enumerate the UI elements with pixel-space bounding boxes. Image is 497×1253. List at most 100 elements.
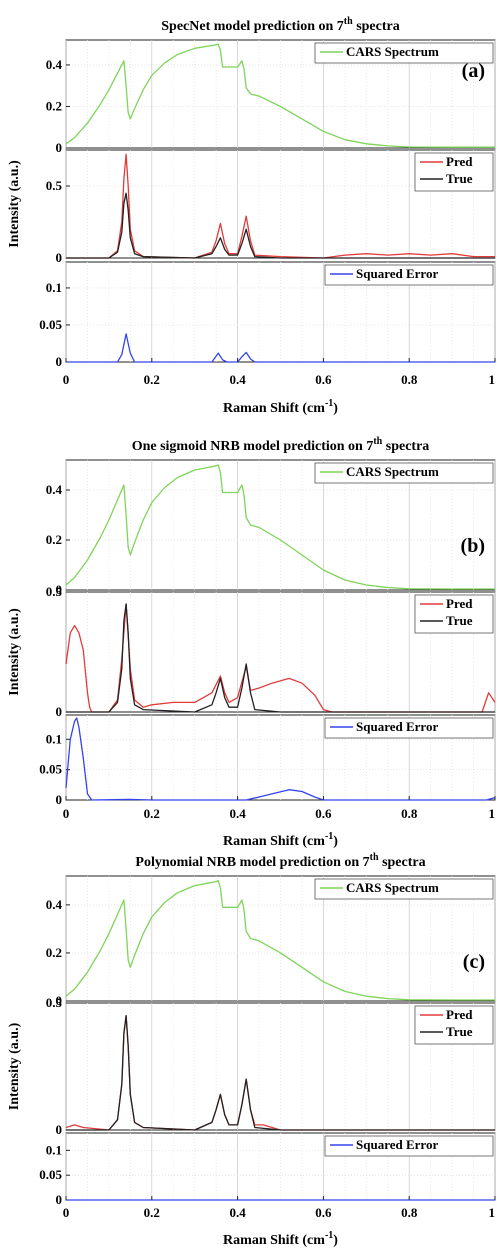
legend-box xyxy=(314,462,494,484)
y-tick-label: 0.05 xyxy=(39,1167,62,1182)
x-tick-label: 0 xyxy=(63,806,70,821)
chart-title: Polynomial NRB model prediction on 7th s… xyxy=(135,852,425,870)
x-tick-label: 0.8 xyxy=(401,372,418,387)
chart-title: One sigmoid NRB model prediction on 7th … xyxy=(132,436,430,454)
legend-entry: True xyxy=(446,613,473,628)
y-tick-label: 0.5 xyxy=(46,178,63,193)
y-tick-label: 0.4 xyxy=(46,482,63,497)
y-tick-label: 0.05 xyxy=(39,317,62,332)
x-axis-label: Raman Shift (cm-1) xyxy=(223,1230,338,1248)
legend-box xyxy=(314,878,494,900)
y-tick-label: 0 xyxy=(56,993,63,1008)
chart-title-text: Polynomial NRB model prediction on 7 xyxy=(135,855,369,870)
series-line-cars-spectrum xyxy=(65,43,495,148)
legend-box xyxy=(414,594,494,634)
x-tick-label: 1 xyxy=(489,372,496,387)
x-axis-label: Raman Shift (cm-1) xyxy=(223,831,338,849)
x-tick-label: 0 xyxy=(63,1205,70,1220)
chart-title: SpecNet model prediction on 7th spectra xyxy=(161,16,399,34)
y-tick-label: 0 xyxy=(56,140,63,155)
y-tick-label: 0.2 xyxy=(46,98,62,113)
legend-entry: True xyxy=(446,1024,473,1039)
y-axis-label: Intensity (a.u.) xyxy=(7,608,22,696)
subplot-err: 0 0.05 0.1 Squared Error 0 0.2 0.4 0.6 0.8 1 xyxy=(39,1132,496,1220)
x-tick-label: 1 xyxy=(489,1205,496,1220)
chart-title-text-end: spectra xyxy=(353,19,400,34)
legend-box xyxy=(414,1005,494,1045)
legend: Squared Error xyxy=(324,264,494,286)
chart-title-superscript: th xyxy=(370,852,379,863)
x-tick-label: 0.2 xyxy=(144,372,160,387)
y-tick-label: 0 xyxy=(56,582,63,597)
chart-title-text: One sigmoid NRB model prediction on 7 xyxy=(132,439,374,454)
series-line-cars-spectrum xyxy=(65,880,495,1001)
series-line-true xyxy=(66,1015,495,1131)
legend: Squared Error xyxy=(324,717,494,739)
legend: Pred True xyxy=(414,594,494,634)
legend-box xyxy=(324,264,494,286)
x-tick-label: 0 xyxy=(63,372,70,387)
legend-box xyxy=(314,42,494,64)
chart-title-text-end: spectra xyxy=(379,855,426,870)
x-tick-label: 0.4 xyxy=(229,372,246,387)
legend-entry: Squared Error xyxy=(356,266,438,281)
x-tick-label: 0.6 xyxy=(315,1205,332,1220)
subplot-err: 0 0.05 0.1 Squared Error 0 0.2 0.4 0.6 0.8 1 xyxy=(39,714,496,821)
series-line-pred xyxy=(65,603,496,713)
y-tick-label: 0.5 xyxy=(46,584,63,599)
legend-box xyxy=(324,1135,494,1157)
y-tick-label: 0 xyxy=(56,1122,63,1137)
y-tick-label: 0 xyxy=(56,250,63,265)
legend-entry: Pred xyxy=(446,1007,473,1022)
legend-entry: CARS Spectrum xyxy=(346,880,439,895)
legend-box xyxy=(324,717,494,739)
legend: CARS Spectrum xyxy=(314,462,494,484)
panel-label: (a) xyxy=(462,60,485,82)
x-axis-label-superscript: -1 xyxy=(325,398,333,409)
series-line-cars-spectrum xyxy=(65,464,495,590)
legend: CARS Spectrum xyxy=(314,42,494,64)
chart-title-superscript: th xyxy=(344,16,353,27)
subplot-cars: 0 0.2 0.4 CARS Spectrum (c) xyxy=(46,875,496,1008)
x-tick-label: 0.2 xyxy=(144,806,160,821)
legend: Pred True xyxy=(414,1005,494,1045)
x-tick-label: 0.2 xyxy=(144,1205,160,1220)
figure-block-3: Polynomial NRB model prediction on 7th s… xyxy=(7,852,496,1248)
x-tick-label: 0.4 xyxy=(229,1205,246,1220)
y-tick-label: 0 xyxy=(56,354,63,369)
legend-entry: Squared Error xyxy=(356,719,438,734)
legend-entry: Pred xyxy=(446,154,473,169)
x-tick-label: 0.8 xyxy=(401,1205,418,1220)
y-tick-label: 0.5 xyxy=(46,995,63,1010)
subplot-cars: 0 0.2 0.4 CARS Spectrum (a) xyxy=(46,39,496,155)
x-tick-label: 0.4 xyxy=(229,806,246,821)
x-axis-label-superscript: -1 xyxy=(325,1230,333,1241)
legend-entry: True xyxy=(446,171,473,186)
legend-entry: Pred xyxy=(446,596,473,611)
x-tick-label: 0.6 xyxy=(315,806,332,821)
y-axis-label: Intensity (a.u.) xyxy=(7,160,22,248)
y-tick-label: 0.4 xyxy=(46,57,63,72)
x-axis-label-end: ) xyxy=(333,1233,338,1248)
legend: CARS Spectrum xyxy=(314,878,494,900)
figure-block-2: One sigmoid NRB model prediction on 7th … xyxy=(7,436,496,849)
series-line-squared-error xyxy=(66,333,495,363)
chart-title-text-end: spectra xyxy=(382,439,429,454)
series-line-true xyxy=(66,603,495,713)
x-axis-label: Raman Shift (cm-1) xyxy=(223,398,338,416)
y-tick-label: 0 xyxy=(56,1192,63,1207)
x-tick-label: 0.8 xyxy=(401,806,418,821)
legend: Squared Error xyxy=(324,1135,494,1157)
x-axis-label-end: ) xyxy=(333,834,338,849)
y-tick-label: 0.1 xyxy=(46,1142,62,1157)
legend-entry: CARS Spectrum xyxy=(346,44,439,59)
x-tick-label: 0.6 xyxy=(315,372,332,387)
panel-label: (c) xyxy=(463,951,485,973)
y-tick-label: 0.1 xyxy=(46,280,62,295)
y-tick-label: 0 xyxy=(56,704,63,719)
chart-title-superscript: th xyxy=(373,436,382,447)
x-axis-label-end: ) xyxy=(333,401,338,416)
